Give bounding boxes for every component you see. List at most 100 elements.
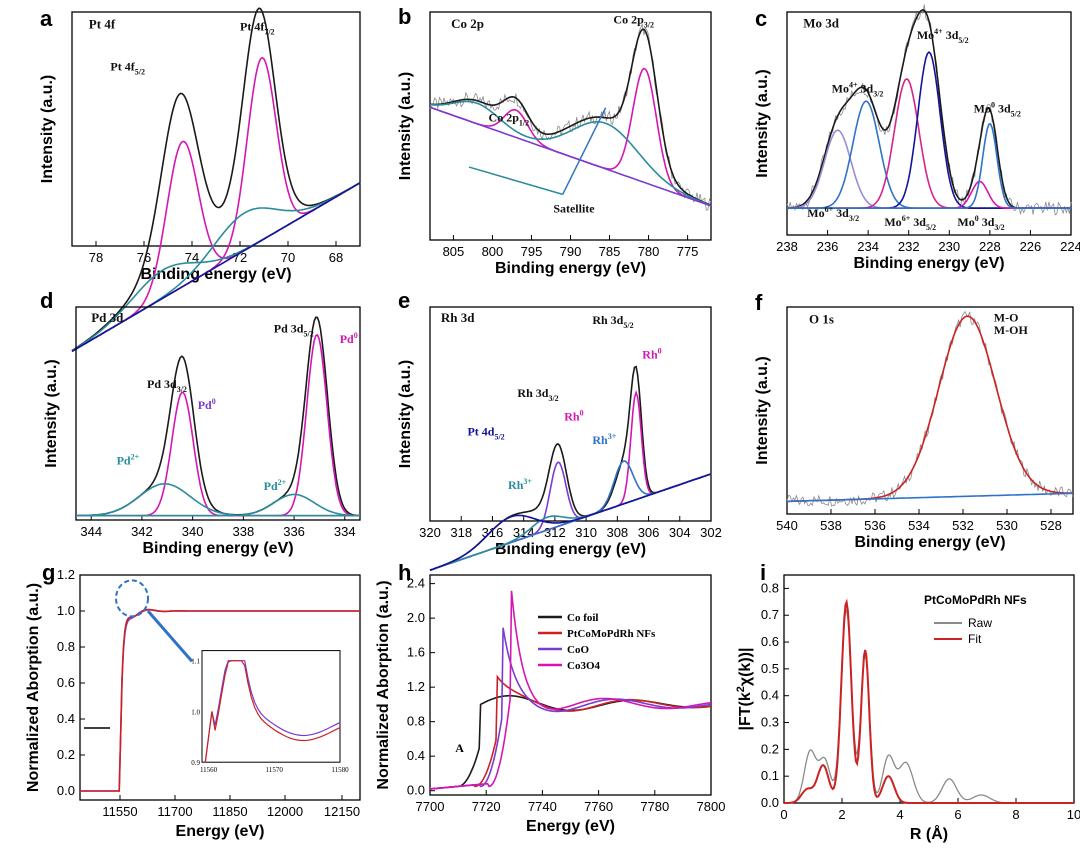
x-tick-label: 236	[817, 239, 839, 254]
x-tick-label: 0	[780, 807, 787, 822]
plot-frame	[71, 11, 361, 247]
series-line	[786, 492, 1073, 503]
y-axis-label: Intensity (a.u.)	[397, 360, 414, 468]
y-tick-label: 2.0	[407, 610, 425, 625]
x-tick-label: 320	[419, 525, 441, 540]
x-tick-label: 805	[443, 244, 465, 259]
panel-f: f Binding energy (eV) Intensity (a.u.) 540 5…	[754, 290, 1074, 551]
series-line	[76, 316, 361, 517]
x-tick-label: 538	[820, 518, 842, 533]
x-tick-label: 230	[938, 239, 960, 254]
x-tick-label: 780	[638, 244, 660, 259]
y-tick-label: 2.4	[407, 576, 425, 591]
x-tick-label: 310	[575, 525, 597, 540]
x-tick-label: 11550	[102, 804, 137, 819]
x-tick-label: 532	[952, 518, 974, 533]
x-tick-label: 534	[908, 518, 930, 533]
x-tick-label: 540	[776, 518, 798, 533]
y-tick-label: 0.8	[407, 714, 425, 729]
x-tick-label: 336	[283, 524, 305, 539]
annotation-label: Mo 3d	[803, 16, 840, 31]
series-line	[80, 608, 360, 792]
annotation-label: Pd2+	[117, 453, 140, 468]
plot-frame	[79, 574, 361, 801]
inset-series	[204, 660, 341, 763]
x-tick-label: 536	[864, 518, 886, 533]
series-line	[787, 129, 1071, 209]
panel-i: i R (Å) |FT(k2χ(k))| 0 2 4 6 8 10 0.0 0.1 0.2 0.3 0.4…	[735, 560, 1080, 843]
y-tick-label: 0.8	[57, 639, 75, 654]
x-axis-label: R (Å)	[910, 824, 948, 843]
series-line	[71, 182, 361, 352]
y-tick-label: 0.6	[761, 634, 779, 649]
series-line	[76, 482, 360, 517]
series-line	[71, 7, 361, 352]
x-tick-label: 334	[334, 524, 356, 539]
panel-letter: d	[40, 288, 53, 313]
series-line	[429, 473, 712, 571]
panel-b: b Binding energy (eV) Intensity (a.u.) 805 8…	[397, 4, 712, 277]
y-axis-label: |FT(k2χ(k))|	[735, 648, 754, 731]
y-tick-label: 0.4	[761, 688, 779, 703]
x-axis-label: Energy (eV)	[526, 818, 615, 835]
x-tick-label: 790	[560, 244, 582, 259]
x-tick-label: 7740	[528, 799, 557, 814]
annotation-label: Rh 3d5/2	[592, 313, 633, 330]
panel-e: e Binding energy (eV) Intensity (a.u.) 320 3…	[397, 288, 722, 571]
x-tick-label: 306	[638, 525, 660, 540]
x-tick-label: 70	[281, 250, 295, 265]
annotation-label: Mo6+ 3d5/2	[884, 214, 936, 232]
x-tick-label: 74	[185, 250, 199, 265]
x-axis-label: Binding energy (eV)	[495, 541, 646, 558]
y-tick-label: 0.1	[761, 768, 779, 783]
x-tick-label: 795	[521, 244, 543, 259]
series-line	[76, 333, 360, 517]
annotation-label: Mo4+ 3d5/2	[917, 27, 969, 45]
panel-letter: h	[398, 560, 411, 585]
plot-frame	[786, 306, 1074, 515]
series-line	[787, 100, 1071, 209]
annotation-label: Rh3+	[592, 432, 616, 447]
x-tick-label: 224	[1060, 239, 1080, 254]
x-tick-label: 78	[89, 250, 103, 265]
x-tick-label: 775	[677, 244, 699, 259]
x-tick-label: 4	[896, 807, 903, 822]
legend-label: Raw	[968, 616, 992, 630]
annotation-label: Pt 4f	[89, 16, 116, 31]
x-tick-label: 228	[979, 239, 1001, 254]
x-tick-label: 11850	[212, 804, 247, 819]
series-line	[429, 67, 712, 207]
x-tick-label: 11700	[157, 804, 192, 819]
plot-frame	[75, 306, 361, 521]
y-tick-label: 0.2	[761, 741, 779, 756]
annotation-label: A	[455, 741, 464, 755]
inset-tick-label: 1.0	[191, 708, 200, 716]
series-line	[429, 23, 712, 211]
plot-frame	[429, 574, 712, 796]
y-axis-label: Intensity (a.u.)	[397, 72, 414, 180]
x-tick-label: 344	[80, 524, 102, 539]
y-tick-label: 1.0	[57, 603, 75, 618]
y-axis-label: Intensity (a.u.)	[754, 69, 771, 177]
annotation-label: Pt 4f5/2	[110, 60, 145, 77]
y-tick-label: 0.4	[407, 748, 425, 763]
panel-letter: e	[398, 288, 410, 313]
panel-letter: c	[755, 6, 767, 31]
y-tick-label: 0.8	[761, 580, 779, 595]
panel-letter: f	[755, 290, 763, 315]
legend-label: Co3O4	[567, 660, 601, 672]
panel-letter: g	[42, 560, 55, 585]
legend-label: Co foil	[567, 612, 598, 624]
series-line	[786, 315, 1073, 503]
annotation-label: Co 2p3/2	[613, 12, 654, 29]
series-line	[784, 598, 1074, 804]
x-axis-label: Binding energy (eV)	[142, 540, 293, 557]
x-tick-label: 302	[700, 525, 722, 540]
annotation-label: Pd2+	[264, 478, 287, 493]
x-axis-label: Binding energy (eV)	[495, 260, 646, 277]
x-tick-label: 12000	[267, 804, 303, 819]
y-tick-label: 1.6	[407, 645, 425, 660]
annotation-label: O 1s	[809, 312, 834, 327]
x-tick-label: 234	[857, 239, 879, 254]
x-tick-label: 2	[838, 807, 845, 822]
